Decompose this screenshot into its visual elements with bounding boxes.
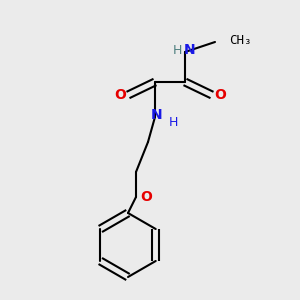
Text: N: N — [151, 108, 163, 122]
Text: O: O — [140, 190, 152, 204]
Text: CH₃: CH₃ — [229, 34, 251, 46]
Text: N: N — [184, 43, 196, 57]
Text: H: H — [172, 44, 182, 56]
Text: O: O — [114, 88, 126, 102]
Text: H: H — [168, 116, 178, 128]
Text: O: O — [214, 88, 226, 102]
